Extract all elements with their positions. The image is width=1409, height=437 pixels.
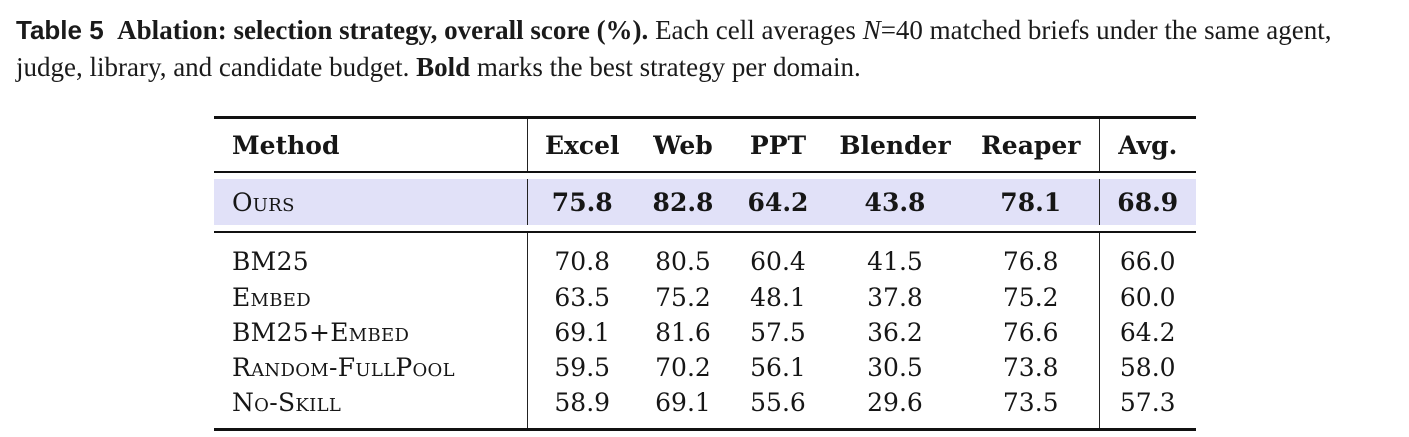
value-cell: 43.8 (827, 179, 963, 225)
value-cell: 76.6 (1002, 318, 1059, 347)
value-cell: 82.8 (637, 179, 729, 225)
method-cell: Embed (232, 283, 311, 312)
caption-title: Ablation: selection strategy, overall sc… (117, 15, 649, 45)
method-cell: Ours (214, 179, 527, 225)
value-cell: 30.5 (867, 353, 923, 382)
table-row: BM25+Embed 69.1 81.6 57.5 36.2 76.6 64.2 (214, 315, 1196, 350)
spacer-row (214, 172, 1196, 179)
value-cell: 75.8 (526, 179, 637, 225)
method-cell: BM25+Embed (232, 318, 410, 347)
ablation-table-container: Method Excel Web PPT Blender Reaper Avg.… (214, 116, 1196, 431)
value-cell: 59.5 (526, 350, 637, 385)
value-cell: 37.8 (867, 283, 923, 312)
value-cell: 64.2 (1098, 315, 1196, 350)
value-cell: 56.1 (750, 353, 806, 382)
value-cell: 78.1 (963, 179, 1099, 225)
caption-bold-word: Bold (416, 52, 471, 82)
caption-label: Table 5 (16, 15, 104, 45)
value-cell: 66.0 (1098, 232, 1196, 280)
spacer-row (214, 225, 1196, 232)
caption-n-symbol: N (862, 15, 881, 45)
value-cell: 64.2 (729, 179, 827, 225)
caption-text-before-n: Each cell averages (655, 15, 856, 45)
value-cell: 58.0 (1098, 350, 1196, 385)
value-cell: 57.3 (1098, 385, 1196, 430)
table-row: BM25 70.8 80.5 60.4 41.5 76.8 66.0 (214, 232, 1196, 280)
caption-text-end: marks the best strategy per domain. (476, 52, 861, 82)
table-row-ours: Ours 75.8 82.8 64.2 43.8 78.1 68.9 (214, 179, 1196, 225)
value-cell: 73.8 (1002, 353, 1059, 382)
value-cell: 73.5 (1002, 388, 1059, 417)
value-cell: 41.5 (867, 247, 923, 276)
method-cell: No-Skill (232, 388, 342, 417)
value-cell: 48.1 (750, 283, 806, 312)
value-cell: 36.2 (867, 318, 923, 347)
value-cell: 58.9 (526, 385, 637, 430)
method-cell: BM25 (232, 247, 309, 276)
caption-text-after-n: =40 matched briefs under the same agent,… (16, 15, 1332, 82)
value-cell: 80.5 (655, 247, 711, 276)
value-cell: 60.4 (750, 247, 806, 276)
value-cell: 68.9 (1098, 179, 1196, 225)
table-header-row: Method Excel Web PPT Blender Reaper Avg. (214, 117, 1196, 172)
header-web: Web (653, 130, 713, 160)
value-cell: 69.1 (655, 388, 711, 417)
value-cell: 29.6 (867, 388, 923, 417)
header-method: Method (232, 130, 340, 160)
value-cell: 63.5 (526, 280, 637, 315)
value-cell: 60.0 (1098, 280, 1196, 315)
header-excel: Excel (526, 117, 637, 172)
table-row: No-Skill 58.9 69.1 55.6 29.6 73.5 57.3 (214, 385, 1196, 430)
value-cell: 55.6 (750, 388, 806, 417)
value-cell: 70.2 (655, 353, 711, 382)
table-row: Embed 63.5 75.2 48.1 37.8 75.2 60.0 (214, 280, 1196, 315)
value-cell: 75.2 (1002, 283, 1059, 312)
ablation-table: Method Excel Web PPT Blender Reaper Avg.… (214, 116, 1196, 431)
table-row: Random-FullPool 59.5 70.2 56.1 30.5 73.8… (214, 350, 1196, 385)
value-cell: 76.8 (1002, 247, 1059, 276)
value-cell: 75.2 (655, 283, 711, 312)
method-cell: Random-FullPool (232, 353, 455, 382)
header-reaper: Reaper (981, 130, 1081, 160)
header-avg: Avg. (1098, 117, 1196, 172)
value-cell: 81.6 (655, 318, 711, 347)
value-cell: 69.1 (526, 315, 637, 350)
table-caption: Table 5 Ablation: selection strategy, ov… (16, 12, 1396, 86)
value-cell: 57.5 (750, 318, 806, 347)
header-ppt: PPT (749, 130, 807, 160)
value-cell: 70.8 (526, 232, 637, 280)
header-blender: Blender (839, 130, 951, 160)
